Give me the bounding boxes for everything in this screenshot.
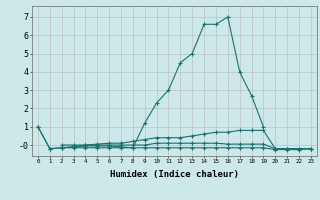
X-axis label: Humidex (Indice chaleur): Humidex (Indice chaleur) <box>110 170 239 179</box>
